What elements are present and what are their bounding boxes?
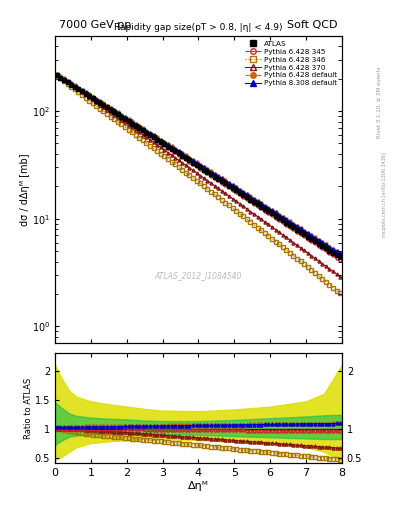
Text: mcplots.cern.ch [arXiv:1306.3436]: mcplots.cern.ch [arXiv:1306.3436] <box>382 152 387 237</box>
X-axis label: Δηᴹ: Δηᴹ <box>188 481 209 491</box>
Text: Soft QCD: Soft QCD <box>288 19 338 30</box>
Title: Rapidity gap size(pT > 0.8, |η| < 4.9): Rapidity gap size(pT > 0.8, |η| < 4.9) <box>114 23 283 32</box>
Y-axis label: Ratio to ATLAS: Ratio to ATLAS <box>24 378 33 439</box>
Legend: ATLAS, Pythia 6.428 345, Pythia 6.428 346, Pythia 6.428 370, Pythia 6.428 defaul: ATLAS, Pythia 6.428 345, Pythia 6.428 34… <box>244 39 338 88</box>
Y-axis label: dσ / dΔηᴹ [mb]: dσ / dΔηᴹ [mb] <box>20 153 30 226</box>
Text: 7000 GeV pp: 7000 GeV pp <box>59 19 131 30</box>
Text: ATLAS_2012_I1084540: ATLAS_2012_I1084540 <box>155 271 242 280</box>
Text: Rivet 3.1.10, ≥ 2M events: Rivet 3.1.10, ≥ 2M events <box>377 67 382 138</box>
